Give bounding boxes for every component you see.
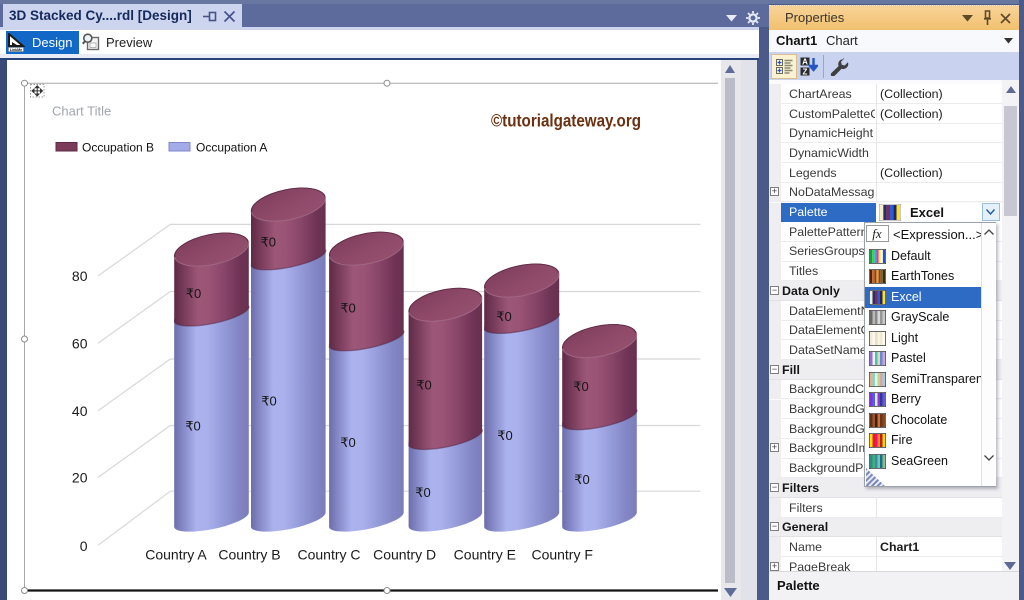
svg-text:A: A [802, 57, 808, 66]
svg-text:₹0: ₹0 [261, 234, 277, 249]
svg-text:©tutorialgateway.org: ©tutorialgateway.org [491, 111, 641, 131]
svg-text:₹0: ₹0 [573, 379, 589, 394]
svg-text:Country B: Country B [218, 547, 280, 563]
svg-text:Occupation A: Occupation A [196, 141, 267, 155]
svg-text:₹0: ₹0 [497, 428, 513, 443]
svg-text:Country C: Country C [297, 547, 360, 563]
svg-text:60: 60 [72, 336, 88, 352]
svg-text:₹0: ₹0 [496, 309, 512, 324]
svg-text:20: 20 [72, 470, 88, 486]
svg-text:40: 40 [72, 403, 88, 419]
svg-text:Occupation B: Occupation B [82, 141, 154, 155]
svg-text:₹0: ₹0 [186, 286, 202, 301]
svg-text:Country D: Country D [373, 547, 436, 563]
svg-text:₹0: ₹0 [185, 419, 201, 434]
svg-text:80: 80 [72, 268, 88, 284]
svg-text:₹0: ₹0 [416, 378, 432, 393]
svg-text:Country A: Country A [145, 547, 207, 563]
svg-text:Z: Z [803, 67, 808, 76]
svg-text:LinkMe: LinkMe [10, 48, 22, 52]
svg-text:0: 0 [80, 538, 88, 554]
svg-text:Chart Title: Chart Title [52, 104, 111, 119]
svg-text:Country E: Country E [454, 547, 516, 563]
svg-text:₹0: ₹0 [340, 300, 356, 315]
svg-text:₹0: ₹0 [261, 393, 277, 408]
svg-text:₹0: ₹0 [340, 435, 356, 450]
svg-text:₹0: ₹0 [574, 472, 590, 487]
svg-text:₹0: ₹0 [415, 485, 431, 500]
svg-text:Country F: Country F [531, 547, 592, 563]
